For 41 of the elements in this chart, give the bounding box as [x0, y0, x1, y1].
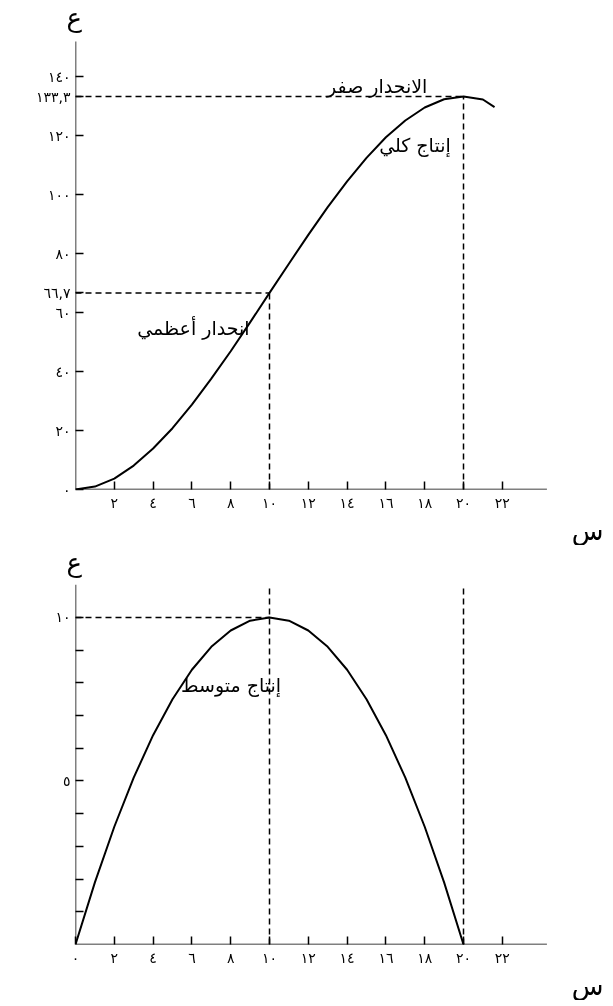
y-tick-label: ٨٠ [55, 245, 71, 262]
y-tick-label: ١٤٠ [47, 68, 71, 85]
y-tick-label: ٠ [62, 481, 71, 498]
y-tick-label: ٦٠ [55, 304, 71, 321]
annotation: إنتاج كلي [379, 133, 451, 158]
x-axis-title: س [571, 515, 604, 546]
x-tick-label: ١٨ [417, 494, 433, 511]
x-tick-label: ٤ [149, 949, 157, 966]
x-tick-label: ٢٠ [455, 949, 472, 966]
y-tick-label: ١٢٠ [47, 127, 71, 144]
x-tick-label: ٢٢ [494, 949, 510, 966]
x-tick-label: ١٢ [300, 949, 316, 966]
x-tick-label: ٢٢ [494, 494, 510, 511]
x-tick-label: ٦ [188, 494, 196, 511]
x-tick-label: ٦ [188, 949, 196, 966]
y-axis-title: ع [66, 2, 83, 33]
x-tick-label: ١٨ [417, 949, 433, 966]
x-tick-label: ١٦ [378, 949, 394, 966]
x-tick-label: ١٢ [300, 494, 316, 511]
x-tick-label: ١٦ [378, 494, 394, 511]
x-tick-label: ٢ [110, 949, 119, 966]
y-tick-label: ١٠٠ [47, 186, 71, 203]
y-tick-label: ٤٠ [55, 363, 71, 380]
y-tick-label: ٥ [62, 772, 71, 789]
x-tick-label: ١٤ [339, 494, 355, 511]
x-tick-label: ٤ [149, 494, 157, 511]
y-tick-label: ١٣٣,٣ [35, 88, 71, 105]
y-tick-label: ٢٠ [55, 422, 71, 439]
y-axis-title: ع [66, 547, 83, 578]
x-tick-label: ١٠ [261, 949, 278, 966]
annotation: الانحدار صفر [326, 75, 428, 99]
y-tick-label: ١٠ [55, 609, 71, 626]
x-tick-label: ٢٠ [455, 494, 472, 511]
y-tick-label: ٦٦,٧ [43, 284, 71, 301]
x-tick-label: ١٠ [261, 494, 278, 511]
x-tick-label: ٨ [226, 949, 235, 966]
x-tick-label: ١٤ [339, 949, 355, 966]
annotation: إنتاج متوسط [181, 674, 282, 699]
x-tick-label: ٨ [226, 494, 235, 511]
x-axis-title: س [571, 970, 604, 1001]
x-tick-label: ٢ [110, 494, 119, 511]
